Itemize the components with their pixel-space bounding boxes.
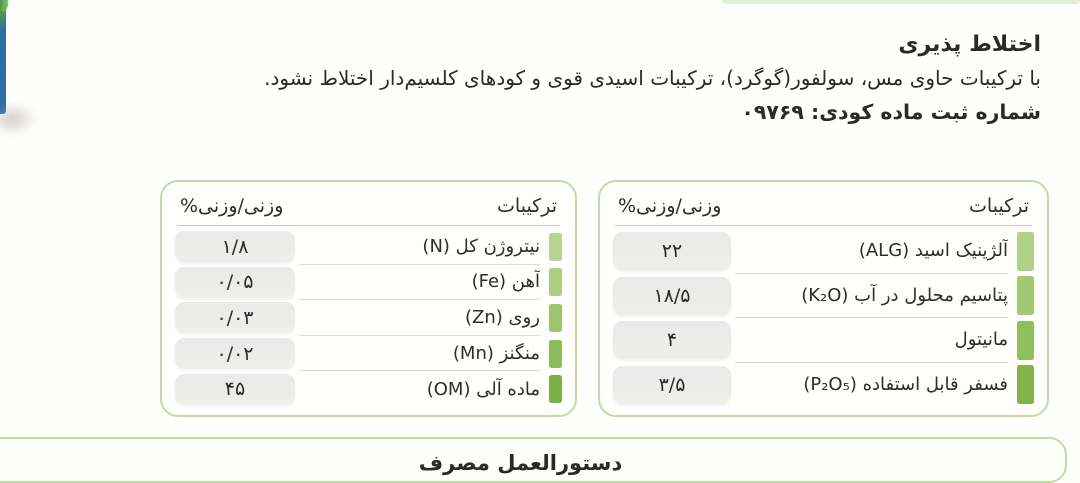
row-value: ۰/۰۳ [175, 302, 295, 334]
row-label: نیتروژن کل (N) [299, 229, 540, 265]
table-row: مانیتول ۴ [613, 318, 1034, 363]
next-section-title: دستورالعمل مصرف [418, 451, 623, 475]
row-color-bar [549, 303, 562, 332]
table-body: آلژینیک اسید (ALG) ۲۲ پتاسیم محلول در آب… [613, 226, 1034, 407]
row-value: ۳/۵ [613, 365, 731, 404]
row-label: مانیتول [735, 318, 1008, 363]
row-label: آهن (Fe) [299, 265, 540, 301]
row-value: ۰/۰۵ [175, 266, 295, 298]
column-header-weight: وزنی/وزنی% [618, 195, 722, 217]
row-color-bar [1017, 320, 1034, 360]
registration-line: شماره ثبت ماده کودی: ۰۹۷۶۹ [20, 95, 1041, 129]
bottle-image-edge [0, 0, 10, 114]
row-label: منگنز (Mn) [299, 336, 540, 372]
mixability-text: با ترکیبات حاوی مس، سولفور(گوگرد)، ترکیب… [264, 66, 1041, 90]
table-row: پتاسیم محلول در آب (K₂O) ۱۸/۵ [613, 274, 1034, 318]
column-header-composition: ترکیبات [969, 195, 1029, 217]
row-value: ۱/۸ [175, 231, 295, 263]
table-row: نیتروژن کل (N) ۱/۸ [175, 229, 562, 265]
row-color-bar [549, 232, 562, 261]
header-divider [177, 225, 560, 226]
row-color-bar [549, 339, 562, 368]
header-divider [615, 225, 1032, 226]
table-row: روی (Zn) ۰/۰۳ [175, 300, 562, 336]
row-value: ۰/۰۲ [175, 338, 295, 370]
mixability-section: اختلاط پذیری با ترکیبات حاوی مس، سولفور(… [20, 28, 1041, 129]
composition-table-main: ترکیبات وزنی/وزنی% آلژینیک اسید (ALG) ۲۲… [598, 180, 1049, 417]
row-label: پتاسیم محلول در آب (K₂O) [735, 274, 1008, 318]
table-row: فسفر قابل استفاده (P₂O₅) ۳/۵ [613, 363, 1034, 408]
row-label: روی (Zn) [299, 300, 540, 336]
table-header: ترکیبات وزنی/وزنی% [613, 187, 1034, 225]
row-value: ۲۲ [613, 232, 731, 271]
composition-table-micro: ترکیبات وزنی/وزنی% نیتروژن کل (N) ۱/۸ آه… [160, 180, 577, 417]
composition-tables: ترکیبات وزنی/وزنی% آلژینیک اسید (ALG) ۲۲… [160, 180, 1049, 417]
table-header: ترکیبات وزنی/وزنی% [175, 187, 562, 225]
row-label: آلژینیک اسید (ALG) [735, 229, 1008, 274]
mixability-title: اختلاط پذیری [898, 32, 1041, 57]
registration-number: ۰۹۷۶۹ [741, 100, 804, 124]
table-body: نیتروژن کل (N) ۱/۸ آهن (Fe) ۰/۰۵ روی (Zn… [175, 226, 562, 407]
table-row: منگنز (Mn) ۰/۰۲ [175, 336, 562, 372]
row-color-bar [1017, 365, 1034, 405]
column-header-weight: وزنی/وزنی% [180, 195, 284, 217]
column-header-composition: ترکیبات [497, 195, 557, 217]
cropped-upper-box-edge [722, 0, 1080, 4]
bottle-leaf-decoration [0, 0, 10, 13]
bottle-shadow [0, 102, 38, 136]
registration-label: شماره ثبت ماده کودی: [811, 100, 1041, 124]
table-row: آلژینیک اسید (ALG) ۲۲ [613, 229, 1034, 274]
row-color-bar [1017, 231, 1034, 271]
row-value: ۴ [613, 321, 731, 360]
row-value: ۱۸/۵ [613, 276, 731, 315]
row-label: ماده آلی (OM) [426, 378, 540, 400]
row-label: فسفر قابل استفاده (P₂O₅) [803, 374, 1008, 396]
next-section-box: دستورالعمل مصرف [0, 437, 1067, 483]
table-row: ماده آلی (OM) ۴۵ [175, 371, 562, 407]
row-color-bar [1017, 276, 1034, 316]
table-row: آهن (Fe) ۰/۰۵ [175, 265, 562, 301]
row-color-bar [549, 375, 562, 404]
row-value: ۴۵ [175, 373, 295, 405]
row-color-bar [549, 268, 562, 297]
